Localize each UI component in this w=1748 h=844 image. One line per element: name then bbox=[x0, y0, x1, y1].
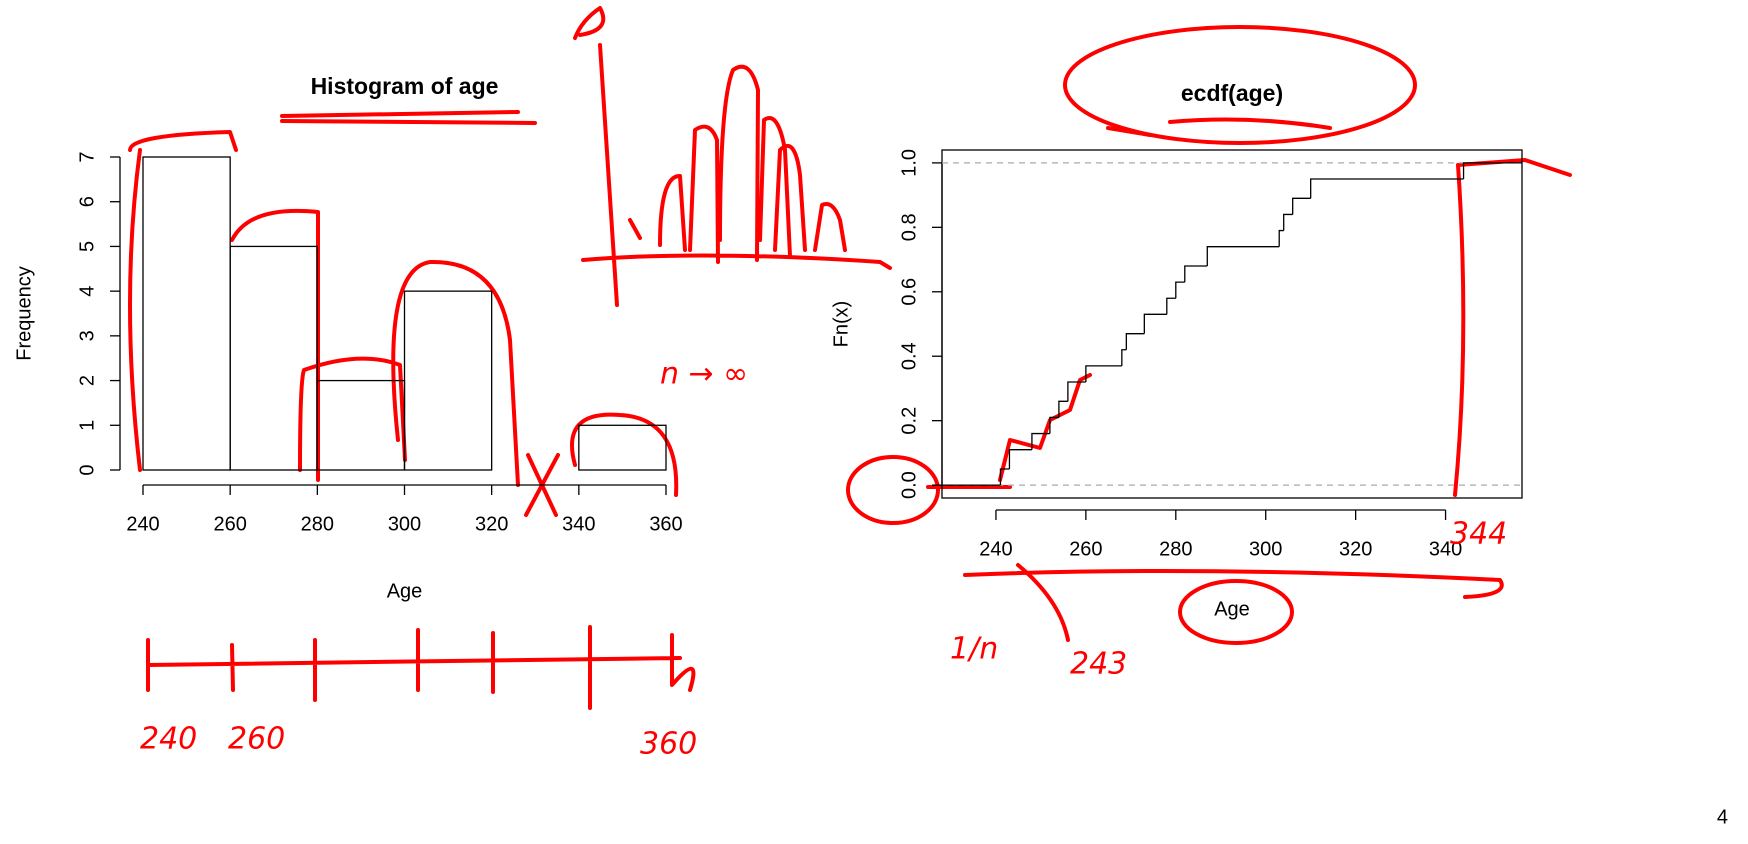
x-tick-label: 300 bbox=[1249, 538, 1282, 560]
handwriting bbox=[128, 6, 1572, 710]
x-axis-label: Age bbox=[1214, 598, 1250, 620]
x-tick-label: 340 bbox=[1429, 538, 1462, 560]
ecdf-step bbox=[1143, 313, 1167, 334]
y-tick-label: 0.2 bbox=[898, 407, 920, 435]
y-tick-label: 0.8 bbox=[898, 213, 920, 241]
ecdf-step bbox=[1031, 432, 1050, 450]
y-tick-label: 0 bbox=[76, 464, 98, 475]
ecdf-step bbox=[1278, 229, 1284, 247]
y-tick-label: 1.0 bbox=[898, 149, 920, 177]
ecdf-step bbox=[1184, 265, 1208, 283]
y-tick-label: 0.4 bbox=[898, 342, 920, 370]
y-tick-label: 0.6 bbox=[898, 278, 920, 306]
ecdf-step bbox=[1206, 246, 1280, 266]
ecdf-step bbox=[1175, 281, 1185, 299]
y-tick-label: 6 bbox=[76, 196, 98, 207]
y-axis-label: Fn(x) bbox=[830, 301, 852, 348]
ecdf-step bbox=[1283, 213, 1293, 231]
x-tick-label: 280 bbox=[1159, 538, 1192, 560]
handwritten-note: 1/n bbox=[950, 632, 998, 667]
ecdf-step bbox=[1125, 333, 1145, 350]
y-tick-label: 3 bbox=[76, 330, 98, 341]
y-tick-label: 4 bbox=[76, 286, 98, 297]
handwritten-note: 360 bbox=[640, 727, 697, 762]
bar bbox=[142, 156, 231, 471]
ecdf-step bbox=[1008, 449, 1032, 469]
y-tick-label: 7 bbox=[76, 151, 98, 162]
x-tick-label: 320 bbox=[1339, 538, 1372, 560]
ecdf-step bbox=[1292, 197, 1311, 215]
ecdf-step bbox=[1049, 416, 1059, 434]
y-tick-label: 5 bbox=[76, 241, 98, 252]
y-tick-label: 0.0 bbox=[898, 471, 920, 499]
bar bbox=[403, 290, 493, 471]
chart-title: ecdf(age) bbox=[1181, 80, 1283, 106]
ecdf-step bbox=[1085, 365, 1122, 382]
ecdf-step bbox=[1166, 297, 1176, 315]
x-tick-label: 280 bbox=[301, 513, 334, 535]
x-tick-label: 320 bbox=[475, 513, 508, 535]
ecdf-step bbox=[1310, 178, 1464, 199]
x-axis-label: Age bbox=[387, 580, 423, 602]
x-tick-label: 360 bbox=[649, 513, 682, 535]
x-tick-label: 340 bbox=[562, 513, 595, 535]
handwritten-note: 260 bbox=[228, 722, 285, 757]
y-tick-label: 2 bbox=[76, 375, 98, 386]
x-tick-label: 240 bbox=[979, 538, 1012, 560]
ecdf-step bbox=[1058, 400, 1068, 418]
y-tick-label: 1 bbox=[76, 420, 98, 431]
bar bbox=[578, 424, 667, 471]
bar bbox=[229, 245, 318, 471]
ecdf-step bbox=[999, 468, 1010, 486]
handwritten-note: 243 bbox=[1070, 647, 1127, 682]
x-tick-label: 260 bbox=[213, 513, 246, 535]
y-axis-label: Frequency bbox=[13, 266, 35, 361]
bar bbox=[316, 379, 406, 471]
handwritten-note: 240 bbox=[140, 722, 197, 757]
x-tick-label: 240 bbox=[126, 513, 159, 535]
ecdf-step bbox=[1121, 349, 1127, 366]
chart-title: Histogram of age bbox=[311, 73, 499, 99]
ecdf-step bbox=[1462, 162, 1522, 179]
ecdf-step bbox=[1067, 381, 1086, 402]
x-tick-label: 300 bbox=[388, 513, 421, 535]
x-tick-label: 260 bbox=[1069, 538, 1102, 560]
handwritten-note: n → ∞ bbox=[660, 357, 748, 392]
handwritten-note: 344 bbox=[1450, 517, 1507, 552]
page-number: 4 bbox=[1717, 806, 1728, 828]
